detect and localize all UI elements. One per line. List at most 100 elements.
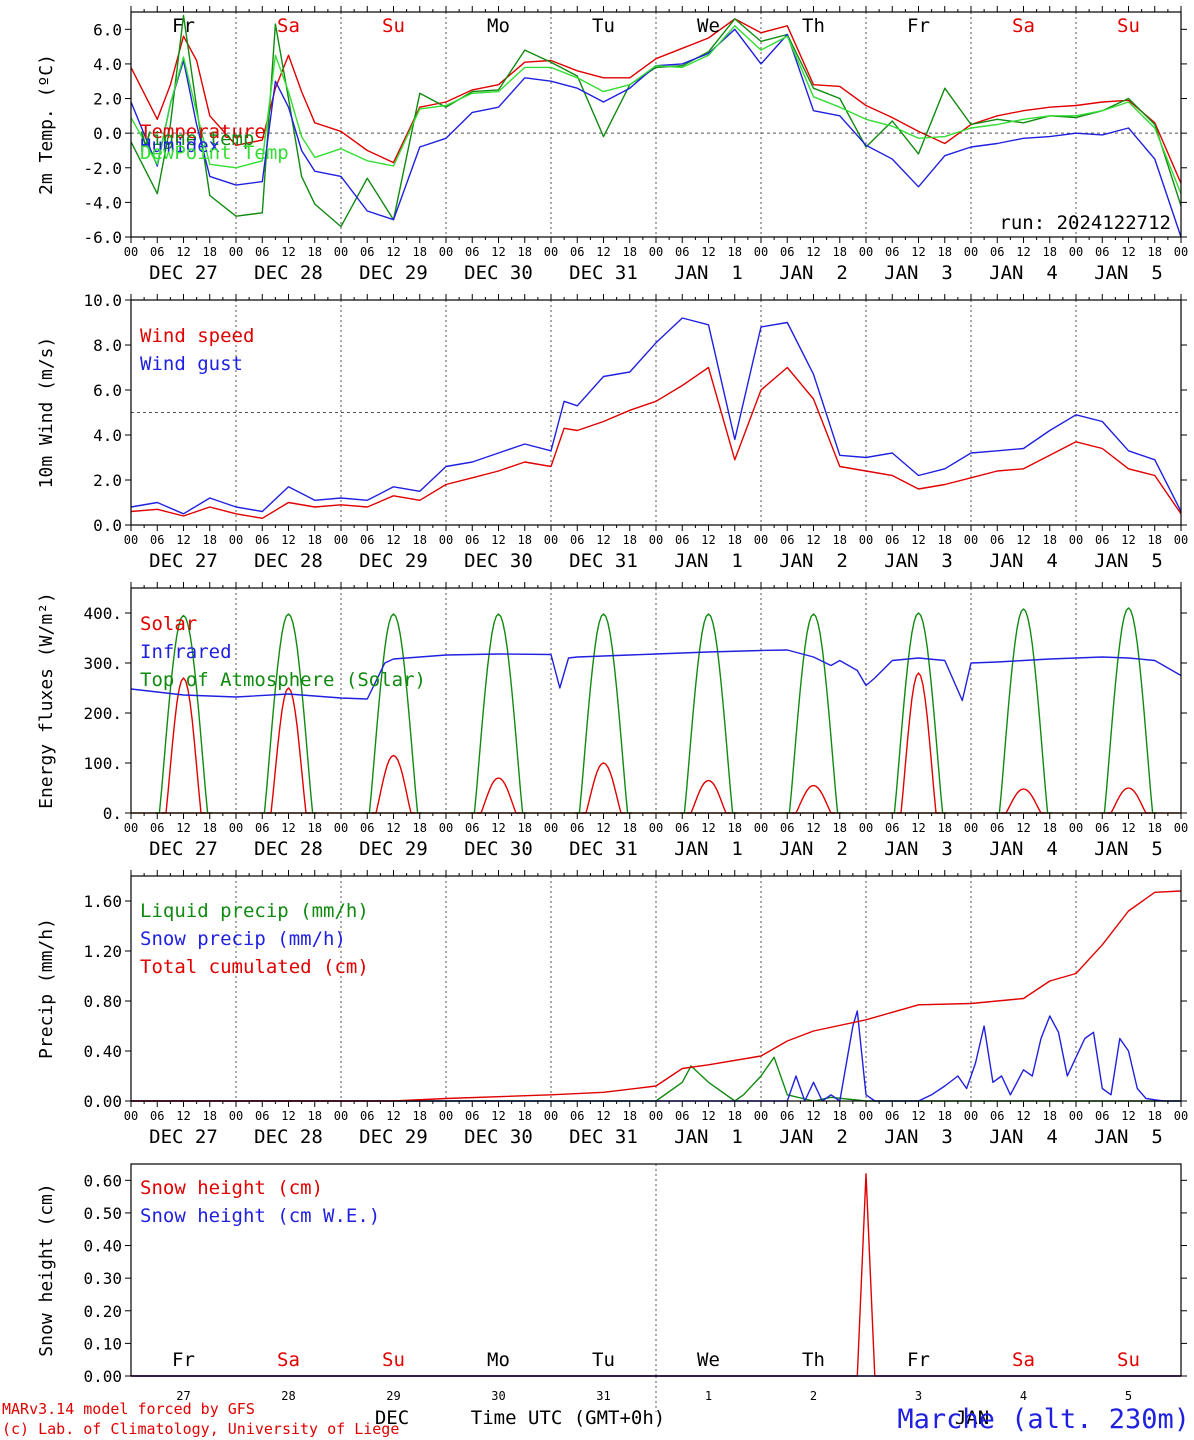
hour-tick-label: 00 <box>859 245 873 259</box>
y-tick-label: 100. <box>83 754 122 773</box>
hour-tick-label: 00 <box>754 821 768 835</box>
toa-solar-line <box>155 614 212 814</box>
solar-line <box>476 777 521 814</box>
solar-line <box>686 779 731 814</box>
y-tick-label: 4.0 <box>93 55 122 74</box>
hour-tick-label: 00 <box>649 821 663 835</box>
hour-tick-label: 06 <box>885 245 899 259</box>
hour-tick-label: 06 <box>150 1109 164 1123</box>
hour-tick-label: 06 <box>885 533 899 547</box>
y-tick-label: -6.0 <box>83 228 122 247</box>
hour-tick-label: 00 <box>544 533 558 547</box>
hour-tick-label: 18 <box>938 245 952 259</box>
toa-solar-line <box>1100 607 1157 814</box>
hour-tick-label: 12 <box>281 821 295 835</box>
bottom-month-dec: DEC <box>375 1407 409 1429</box>
hour-tick-label: 18 <box>938 1109 952 1123</box>
weekday-label-bottom: Fr <box>907 1349 930 1371</box>
hour-tick-label: 00 <box>754 1109 768 1123</box>
hour-tick-label: 00 <box>334 1109 348 1123</box>
weekday-label-bottom: Su <box>1117 1349 1140 1371</box>
toa-solar-line <box>890 612 947 814</box>
y-tick-label: 8.0 <box>93 336 122 355</box>
y-tick-label: 2.0 <box>93 471 122 490</box>
y-tick-label: 0. <box>103 804 122 823</box>
y-tick-label: 1.60 <box>83 892 122 911</box>
weekday-label-bottom: Sa <box>277 1349 300 1371</box>
hour-tick-label: 00 <box>229 245 243 259</box>
station-label: Marche (alt. 230m) <box>897 1404 1190 1435</box>
hour-tick-label: 00 <box>334 245 348 259</box>
y-tick-label: 0.30 <box>83 1269 122 1288</box>
hour-tick-label: 12 <box>176 821 190 835</box>
solar-line <box>1001 788 1046 814</box>
hour-tick-label: 00 <box>229 1109 243 1123</box>
hour-tick-label: 18 <box>623 245 637 259</box>
hour-tick-label: 00 <box>964 245 978 259</box>
hour-tick-label: 18 <box>1148 1109 1162 1123</box>
hour-tick-label: 00 <box>649 533 663 547</box>
hour-tick-label: 06 <box>675 1109 689 1123</box>
weekday-label-bottom: Fr <box>172 1349 195 1371</box>
y-tick-label: 0.40 <box>83 1042 122 1061</box>
solar-line <box>371 754 416 814</box>
legend-entry: Vigne temp <box>140 128 254 150</box>
hour-tick-label: 12 <box>806 1109 820 1123</box>
hour-tick-label: 12 <box>701 533 715 547</box>
date-label: JAN 4 <box>989 1126 1058 1148</box>
y-tick-label: 0.20 <box>83 1302 122 1321</box>
hour-tick-label: 06 <box>255 1109 269 1123</box>
date-label: JAN 5 <box>1094 550 1163 572</box>
hour-tick-label: 12 <box>1121 1109 1135 1123</box>
hour-tick-label: 18 <box>623 1109 637 1123</box>
hour-tick-label: 12 <box>491 821 505 835</box>
bottom-month-jan: JAN <box>955 1407 989 1429</box>
bottom-day-number: 29 <box>386 1389 400 1403</box>
bottom-day-number: 1 <box>705 1389 712 1403</box>
weekday-label-bottom: Mo <box>487 1349 510 1371</box>
date-label: DEC 31 <box>569 1126 638 1148</box>
hour-tick-label: 00 <box>229 821 243 835</box>
x-axis-title: Time UTC (GMT+0h) <box>471 1407 665 1429</box>
hour-tick-label: 06 <box>255 245 269 259</box>
hour-tick-label: 06 <box>360 533 374 547</box>
hour-tick-label: 00 <box>439 533 453 547</box>
hour-tick-label: 06 <box>780 821 794 835</box>
date-label: JAN 4 <box>989 550 1058 572</box>
hour-tick-label: 00 <box>754 245 768 259</box>
date-label: DEC 29 <box>359 1126 428 1148</box>
hour-tick-label: 18 <box>728 245 742 259</box>
legend-entry: Liquid precip (mm/h) <box>140 900 369 922</box>
legend-entry: Snow height (cm W.E.) <box>140 1205 380 1227</box>
date-label: DEC 27 <box>149 1126 218 1148</box>
hour-tick-label: 18 <box>833 533 847 547</box>
date-label: DEC 27 <box>149 550 218 572</box>
weekday-label-top: Sa <box>1012 15 1035 37</box>
hour-tick-label: 18 <box>413 1109 427 1123</box>
y-tick-label: 0.80 <box>83 992 122 1011</box>
hour-tick-label: 06 <box>1095 533 1109 547</box>
series-line-2 <box>130 317 1182 515</box>
toa-solar-line <box>575 613 632 814</box>
hour-tick-label: 12 <box>911 821 925 835</box>
date-label: DEC 28 <box>254 262 323 284</box>
weekday-label-top: We <box>697 15 720 37</box>
weekday-label-bottom: Sa <box>1012 1349 1035 1371</box>
hour-tick-label: 12 <box>596 533 610 547</box>
hour-tick-label: 00 <box>439 1109 453 1123</box>
hour-tick-label: 00 <box>964 1109 978 1123</box>
date-label: DEC 28 <box>254 838 323 860</box>
hour-tick-label: 12 <box>491 1109 505 1123</box>
hour-tick-label: 06 <box>360 821 374 835</box>
toa-solar-line <box>260 613 317 814</box>
hour-tick-label: 12 <box>596 245 610 259</box>
date-label: DEC 29 <box>359 838 428 860</box>
hour-tick-label: 06 <box>465 821 479 835</box>
hour-tick-label: 18 <box>623 821 637 835</box>
hour-tick-label: 18 <box>518 821 532 835</box>
legend-entry: Solar <box>140 613 197 635</box>
y-tick-label: 10.0 <box>83 291 122 310</box>
hour-tick-label: 00 <box>859 821 873 835</box>
hour-tick-label: 18 <box>518 533 532 547</box>
